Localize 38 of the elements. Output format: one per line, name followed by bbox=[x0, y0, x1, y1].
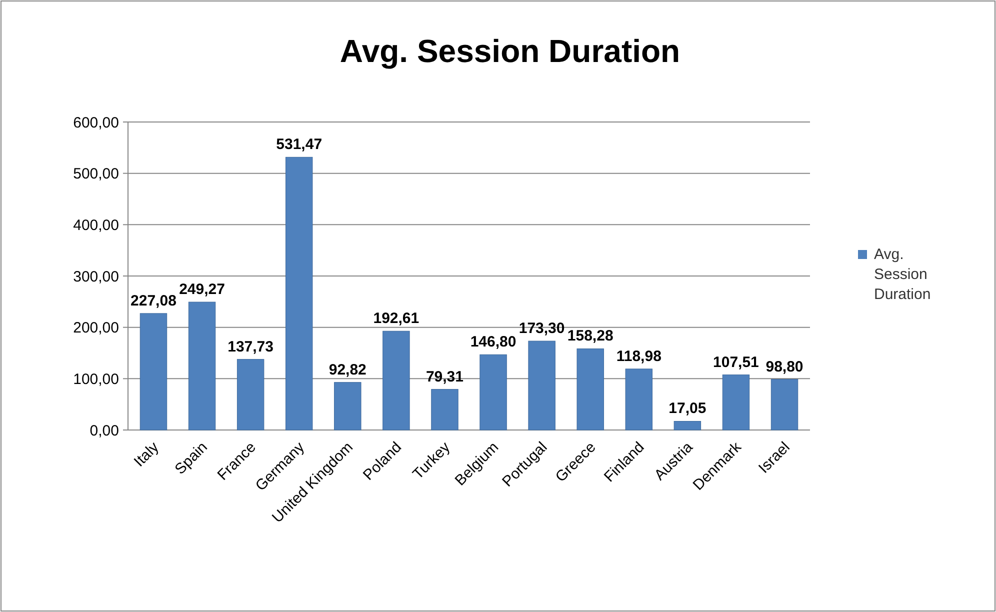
bar bbox=[431, 389, 458, 430]
data-label: 227,08 bbox=[130, 292, 176, 310]
data-label: 173,30 bbox=[518, 320, 565, 338]
bar bbox=[722, 374, 750, 430]
data-label: 249,27 bbox=[179, 281, 225, 298]
bar bbox=[236, 359, 264, 430]
bar bbox=[382, 330, 410, 430]
x-tick-label: Italy bbox=[130, 438, 163, 470]
bar bbox=[334, 382, 362, 430]
bar bbox=[674, 421, 702, 430]
bar bbox=[140, 313, 168, 430]
y-tick-label: 400,00 bbox=[73, 216, 119, 234]
bar bbox=[286, 156, 313, 430]
data-label: 137,73 bbox=[228, 338, 274, 356]
data-label: 192,61 bbox=[373, 310, 420, 328]
legend-label: Avg. Session Duration bbox=[874, 246, 931, 303]
y-tick-label: 500,00 bbox=[73, 166, 119, 183]
data-label: 79,31 bbox=[426, 368, 464, 386]
data-label: 146,80 bbox=[470, 334, 516, 351]
bar bbox=[480, 354, 507, 430]
data-label: 107,51 bbox=[713, 354, 759, 371]
bar bbox=[770, 379, 798, 430]
data-label: 98,80 bbox=[766, 358, 804, 376]
data-label: 118,98 bbox=[616, 348, 662, 365]
data-label: 158,28 bbox=[567, 328, 614, 345]
bar bbox=[528, 340, 556, 430]
bar bbox=[188, 302, 216, 430]
y-tick-label: 100,00 bbox=[73, 370, 119, 388]
data-label: 92,82 bbox=[328, 361, 366, 378]
bar bbox=[576, 348, 604, 430]
y-tick-label: 0,00 bbox=[90, 422, 119, 440]
chart-title: Avg. Session Duration bbox=[340, 33, 680, 69]
y-tick-label: 200,00 bbox=[73, 320, 119, 337]
data-label: 531,47 bbox=[276, 136, 322, 154]
data-label: 17,05 bbox=[668, 400, 706, 418]
y-tick-label: 300,00 bbox=[73, 268, 119, 286]
bar bbox=[625, 368, 652, 430]
y-tick-label: 600,00 bbox=[73, 114, 119, 132]
